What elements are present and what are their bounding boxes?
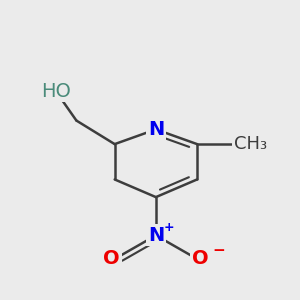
Text: O: O xyxy=(103,249,120,268)
Text: N: N xyxy=(148,120,164,139)
Text: O: O xyxy=(192,249,208,268)
Text: N: N xyxy=(148,226,164,245)
Text: −: − xyxy=(213,243,226,258)
Text: CH₃: CH₃ xyxy=(233,135,267,153)
Text: +: + xyxy=(164,220,175,234)
Text: HO: HO xyxy=(41,82,71,100)
